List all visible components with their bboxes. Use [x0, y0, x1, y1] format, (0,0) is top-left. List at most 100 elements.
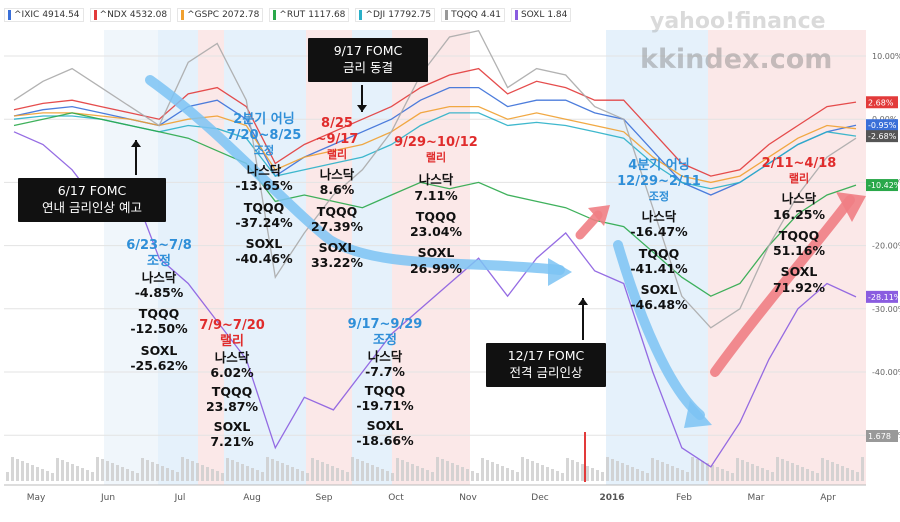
- volume-bar: [751, 464, 754, 481]
- volume-bar: [851, 470, 854, 481]
- volume-bar: [181, 457, 184, 481]
- soxl-value: -46.48%: [630, 297, 688, 313]
- series-line-tqqq: [13, 29, 857, 329]
- volume-bar: [346, 472, 349, 481]
- volume-bar: [471, 471, 474, 481]
- volume-bar: [131, 471, 134, 481]
- volume-bar: [206, 467, 209, 481]
- volume-bar: [171, 470, 174, 481]
- volume-bar: [786, 461, 789, 481]
- up-trend-arrow-1: [710, 195, 855, 377]
- volume-bar: [151, 462, 154, 481]
- volume-bar: [826, 460, 829, 481]
- volume-bar: [501, 466, 504, 481]
- volume-bar: [816, 473, 819, 481]
- volume-bar: [6, 472, 9, 481]
- legend-value: 17792.75: [388, 10, 432, 20]
- callout-text: 연내 금리인상 예고: [42, 199, 142, 215]
- end-value-label: -10.42%: [868, 181, 900, 190]
- volume-bar: [446, 461, 449, 481]
- volume-bar: [261, 472, 264, 481]
- volume-bar: [506, 468, 509, 481]
- volume-bar: [736, 458, 739, 481]
- tqqq-label: TQQQ: [243, 199, 285, 215]
- period-band-2: [224, 30, 306, 485]
- volume-bar: [361, 461, 364, 481]
- volume-bar: [461, 467, 464, 481]
- legend-item-ndx[interactable]: ^NDX 4532.08: [89, 8, 172, 22]
- y-tick-label: -20.00%: [872, 242, 900, 251]
- volume-bar: [511, 470, 514, 481]
- tqqq-value: -41.41%: [630, 260, 688, 276]
- volume-bar: [571, 460, 574, 481]
- legend-item-rut[interactable]: ^RUT 1117.68: [269, 8, 350, 22]
- period-subtitle: 조정: [373, 332, 397, 348]
- soxl-value: -18.66%: [356, 432, 414, 448]
- volume-bar: [56, 458, 59, 481]
- x-tick-label: Oct: [388, 493, 404, 503]
- nasdaq-label: 나스닥: [641, 209, 677, 225]
- volume-bar: [141, 458, 144, 481]
- volume-bar: [731, 473, 734, 481]
- volume-bar: [546, 467, 549, 481]
- legend-value: 4532.08: [129, 10, 168, 20]
- tqqq-label: TQQQ: [778, 227, 820, 243]
- series-legend: ^IXIC 4914.54 ^NDX 4532.08 ^GSPC 2072.78…: [4, 8, 572, 22]
- volume-bar: [631, 467, 634, 481]
- volume-bar: [376, 467, 379, 481]
- legend-symbol: ^RUT: [279, 10, 306, 20]
- volume-bar: [761, 468, 764, 481]
- period-band-1: [198, 30, 224, 485]
- volume-bar: [686, 472, 689, 481]
- volume-bar: [326, 464, 329, 481]
- period-heading: 2분기 어닝: [233, 112, 295, 127]
- volume-bar: [316, 460, 319, 481]
- volume-bar: [76, 466, 79, 481]
- volume-bar: [231, 460, 234, 481]
- soxl-value: 71.92%: [772, 279, 826, 295]
- legend-value: 4914.54: [42, 10, 80, 20]
- legend-item-ixic[interactable]: ^IXIC 4914.54: [4, 8, 84, 22]
- volume-bar: [351, 457, 354, 481]
- volume-bar: [46, 471, 49, 481]
- legend-item-soxl[interactable]: SOXL 1.84: [510, 8, 572, 22]
- volume-bar: [281, 463, 284, 481]
- volume-bar: [696, 459, 699, 481]
- volume-bar: [246, 466, 249, 481]
- legend-item-gspc[interactable]: ^GSPC 2072.78: [177, 8, 264, 22]
- volume-bar: [311, 458, 314, 481]
- soxl-label: SOXL: [780, 264, 818, 280]
- tqqq-value: 27.39%: [310, 218, 364, 234]
- nasdaq-value: 8.6%: [319, 182, 355, 198]
- legend-item-dji[interactable]: ^DJI 17792.75: [355, 8, 436, 22]
- volume-bar: [531, 461, 534, 481]
- end-value-tag: [866, 430, 898, 442]
- tqqq-label: TQQQ: [211, 384, 253, 400]
- volume-bar: [41, 469, 44, 481]
- volume-bar: [256, 470, 259, 481]
- volume-bar: [666, 464, 669, 481]
- legend-symbol: SOXL: [520, 10, 545, 20]
- nasdaq-label: 나스닥: [367, 348, 403, 364]
- volume-bar: [11, 457, 14, 481]
- volume-bar: [741, 460, 744, 481]
- tqqq-value: -19.71%: [356, 398, 414, 414]
- soxl-value: 26.99%: [409, 260, 463, 276]
- volume-bar: [636, 469, 639, 481]
- volume-bar: [221, 473, 224, 481]
- series-line-soxl: [13, 131, 857, 468]
- nasdaq-label: 나스닥: [319, 167, 355, 183]
- volume-bar: [776, 457, 779, 481]
- tqqq-value: 23.87%: [205, 399, 259, 415]
- volume-bar: [271, 459, 274, 481]
- volume-bar: [626, 465, 629, 481]
- volume-bar: [856, 472, 859, 481]
- legend-item-tqqq[interactable]: TQQQ 4.41: [441, 8, 505, 22]
- soxl-value: -40.46%: [235, 251, 293, 267]
- arrowhead-3: [836, 192, 866, 222]
- kkindex-watermark: kkindex.com: [640, 44, 833, 75]
- volume-bar: [341, 470, 344, 481]
- volume-bar: [91, 472, 94, 481]
- x-tick-label: May: [27, 493, 46, 503]
- volume-bar: [191, 461, 194, 481]
